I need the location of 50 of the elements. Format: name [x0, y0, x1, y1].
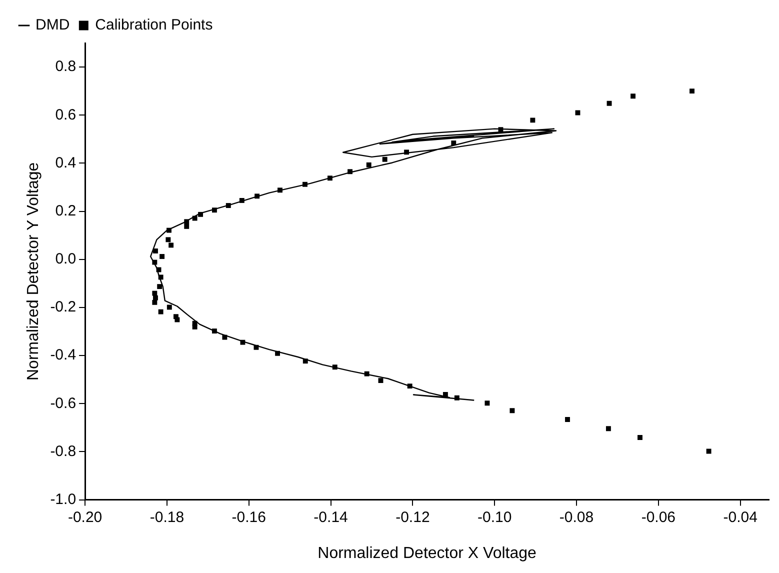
point [565, 417, 570, 422]
point [606, 100, 612, 106]
x-tick-label: -0.18 [150, 508, 184, 526]
legend-label: Calibration Points [95, 16, 213, 34]
point [153, 248, 158, 254]
y-tick-label: -0.6 [50, 394, 76, 412]
x-tick-label: -0.20 [68, 508, 102, 526]
point [160, 254, 165, 259]
y-tick-label: -0.8 [50, 442, 76, 460]
point [192, 324, 198, 330]
x-tick-label: -0.06 [641, 508, 676, 526]
y-tick-label: -0.4 [50, 346, 76, 364]
point [153, 295, 158, 300]
y-axis-title: Normalized Detector Y Voltage [25, 162, 42, 380]
y-tick-label: 0.0 [55, 250, 76, 268]
point [157, 284, 162, 290]
point [366, 162, 372, 168]
x-tick-label: -0.12 [396, 508, 430, 526]
y-tick-label: -0.2 [50, 298, 76, 316]
x-axis-title: Normalized Detector X Voltage [318, 544, 537, 562]
x-tick-label: -0.04 [723, 508, 758, 526]
point [630, 94, 636, 99]
point [382, 156, 388, 162]
legend-label: DMD [36, 16, 70, 34]
x-tick-label: -0.14 [314, 508, 348, 526]
y-tick-label: 0.8 [55, 58, 76, 76]
point [168, 242, 174, 248]
x-tick-label: -0.08 [559, 508, 594, 526]
point [484, 400, 490, 406]
point [378, 378, 384, 384]
point [166, 237, 171, 242]
y-tick-label: 0.2 [55, 202, 76, 220]
point [606, 426, 611, 432]
point [530, 118, 536, 123]
point [510, 408, 515, 414]
point [152, 290, 158, 296]
point [184, 224, 190, 229]
point [158, 309, 164, 314]
y-tick-label: -1.0 [50, 490, 76, 508]
point [174, 317, 180, 322]
y-tick-label: 0.4 [55, 154, 76, 172]
point [166, 304, 172, 310]
point [690, 88, 694, 94]
point [152, 300, 158, 305]
x-tick-label: -0.10 [478, 508, 512, 526]
point [638, 435, 642, 440]
point [706, 448, 712, 454]
x-tick-label: -0.16 [232, 508, 266, 526]
y-tick-label: 0.6 [55, 106, 76, 124]
point [575, 110, 580, 116]
